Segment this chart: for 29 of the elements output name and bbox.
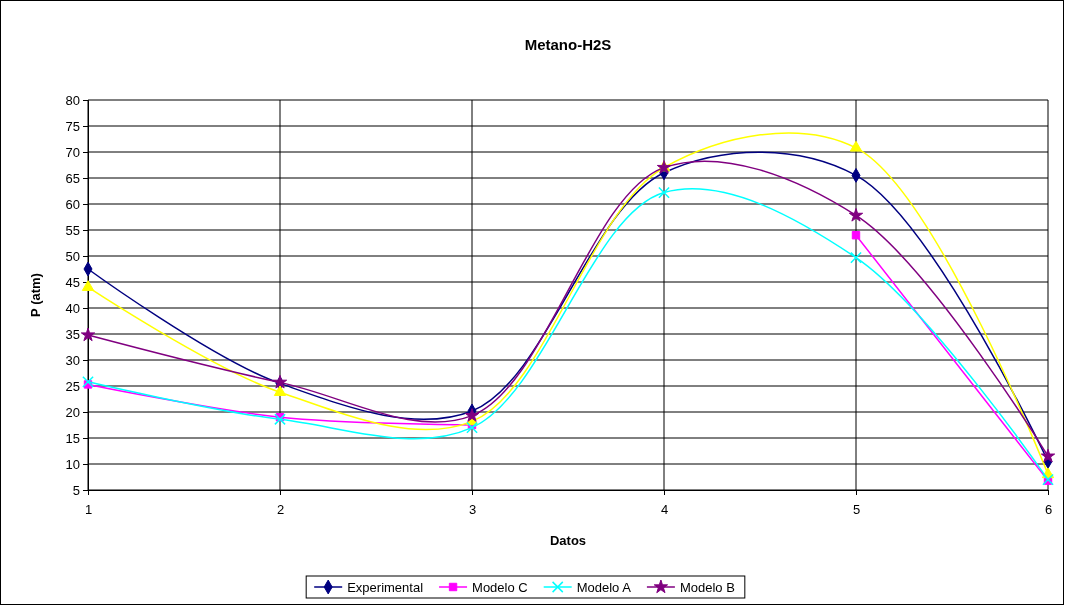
y-tick-label: 50 (65, 248, 80, 264)
y-tick-label: 15 (65, 430, 80, 446)
y-tick-label: 55 (65, 222, 80, 238)
x-tick-label: 6 (1044, 501, 1053, 517)
x-tick-label: 5 (852, 501, 861, 517)
x-tick-label: 4 (660, 501, 669, 517)
legend-label: Modelo C (472, 580, 528, 595)
x-tick-label: 2 (276, 501, 285, 517)
y-tick-label: 65 (65, 170, 80, 186)
y-tick-label: 35 (65, 326, 80, 342)
y-tick-label: 60 (65, 196, 80, 212)
x-axis-title: Datos (549, 533, 587, 548)
x-tick-label: 3 (468, 501, 477, 517)
y-tick-label: 10 (65, 456, 80, 472)
y-tick-label: 40 (65, 300, 80, 316)
y-tick-label: 70 (65, 144, 80, 160)
y-tick-label: 20 (65, 404, 80, 420)
y-tick-label: 75 (65, 118, 80, 134)
x-tick-label: 1 (84, 501, 93, 517)
y-tick-label: 30 (65, 352, 80, 368)
y-axis-title: P (atm) (28, 273, 43, 317)
legend-label: Experimental (347, 580, 424, 595)
legend-label: Modelo B (679, 580, 735, 595)
y-tick-label: 80 (65, 92, 80, 108)
legend-label: Modelo A (576, 580, 632, 595)
y-tick-label: 45 (65, 274, 80, 290)
y-tick-label: 25 (65, 378, 80, 394)
chart-title: Metano-H2S (524, 36, 612, 53)
y-tick-label: 5 (72, 482, 80, 498)
